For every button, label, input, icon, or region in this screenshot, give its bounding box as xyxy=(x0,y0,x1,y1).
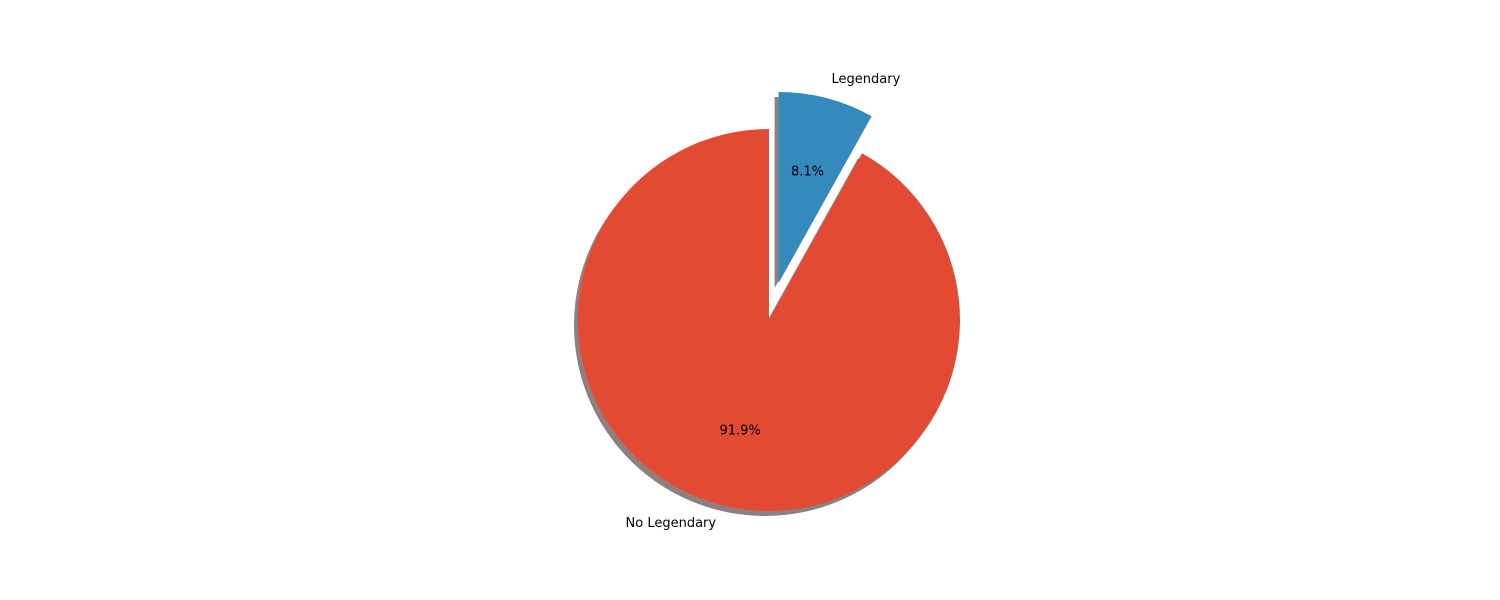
pie-label-layer: Legendary 8.1% No Legendary 91.9% xyxy=(626,72,901,531)
slice-label-legendary: Legendary xyxy=(832,72,901,87)
pie-slice-no-legendary xyxy=(577,129,960,511)
pct-label-no-legendary: 91.9% xyxy=(719,423,760,438)
pct-label-legendary: 8.1% xyxy=(791,165,824,180)
slice-label-no-legendary: No Legendary xyxy=(626,516,717,531)
pie-slice-legendary xyxy=(778,92,872,284)
pie-slice-layer xyxy=(577,92,960,511)
